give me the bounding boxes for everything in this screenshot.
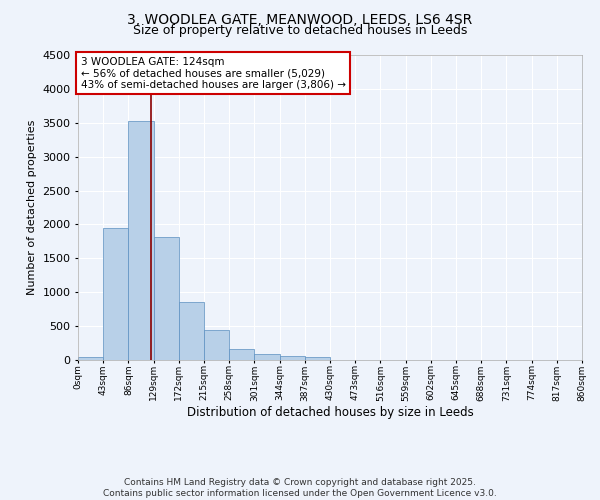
Bar [204, 330, 229, 360]
Bar [128, 122, 154, 360]
Bar [154, 236, 179, 360]
Bar [305, 357, 330, 360]
Bar [254, 354, 280, 360]
Text: Size of property relative to detached houses in Leeds: Size of property relative to detached ho… [133, 24, 467, 37]
Bar [179, 302, 204, 360]
Bar [103, 228, 128, 360]
Y-axis label: Number of detached properties: Number of detached properties [26, 120, 37, 295]
Text: 3, WOODLEA GATE, MEANWOOD, LEEDS, LS6 4SR: 3, WOODLEA GATE, MEANWOOD, LEEDS, LS6 4S… [127, 12, 473, 26]
Bar [78, 356, 103, 360]
X-axis label: Distribution of detached houses by size in Leeds: Distribution of detached houses by size … [187, 406, 473, 419]
Bar [280, 356, 305, 360]
Text: 3 WOODLEA GATE: 124sqm
← 56% of detached houses are smaller (5,029)
43% of semi-: 3 WOODLEA GATE: 124sqm ← 56% of detached… [80, 56, 346, 90]
Text: Contains HM Land Registry data © Crown copyright and database right 2025.
Contai: Contains HM Land Registry data © Crown c… [103, 478, 497, 498]
Bar [229, 349, 254, 360]
